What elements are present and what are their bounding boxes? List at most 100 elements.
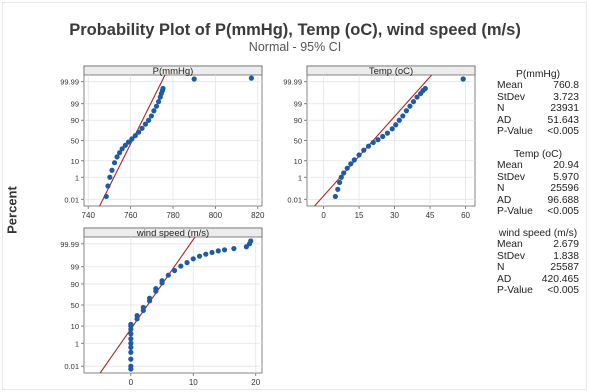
data-point bbox=[400, 113, 406, 119]
data-point bbox=[122, 142, 128, 148]
y-tick-label: 99.99 bbox=[60, 240, 79, 249]
panel-header-strip bbox=[83, 227, 263, 238]
stats-label: StDev bbox=[497, 250, 526, 262]
data-point bbox=[361, 147, 367, 153]
data-point bbox=[196, 253, 203, 259]
data-point bbox=[335, 186, 341, 192]
x-tick-label: 0 bbox=[321, 211, 326, 220]
data-point bbox=[203, 251, 209, 257]
data-point bbox=[105, 183, 111, 189]
data-point bbox=[370, 139, 376, 146]
y-tick-label: 99 bbox=[294, 100, 302, 109]
data-point bbox=[134, 312, 140, 319]
x-tick-label: 30 bbox=[390, 211, 399, 220]
data-point bbox=[128, 363, 134, 369]
data-point bbox=[190, 256, 196, 262]
stats-value: 2.679 bbox=[553, 239, 579, 250]
stats-table: Mean 760.8 StDev 3.723 N 23931 AD 51.643 P-V… bbox=[497, 80, 579, 138]
data-point bbox=[375, 137, 381, 143]
y-tick-label: 90 bbox=[71, 116, 79, 125]
stats-label: StDev bbox=[497, 91, 526, 103]
data-point bbox=[407, 103, 413, 109]
x-tick-label: 60 bbox=[461, 211, 470, 220]
stats-value: 25596 bbox=[550, 183, 579, 195]
stats-label: Mean bbox=[497, 160, 523, 171]
y-tick-label: 1 bbox=[75, 173, 79, 182]
y-tick-label: 99 bbox=[71, 100, 79, 109]
stats-value: 96.688 bbox=[547, 194, 580, 206]
x-tick-label: 760 bbox=[124, 211, 138, 220]
stats-label: Mean bbox=[497, 80, 523, 91]
y-tick-label: 99 bbox=[71, 263, 79, 272]
stats-label: N bbox=[497, 103, 505, 115]
data-point bbox=[128, 344, 134, 350]
data-point bbox=[136, 129, 142, 135]
stats-label: P-Value bbox=[497, 285, 533, 297]
stats-value: 420.465 bbox=[541, 273, 579, 285]
y-tick-label: 99.99 bbox=[283, 78, 302, 87]
y-tick-label: 0.01 bbox=[287, 195, 302, 204]
y-tick-label: 99.99 bbox=[60, 78, 79, 87]
x-tick-label: 10 bbox=[189, 378, 198, 387]
data-point bbox=[393, 122, 399, 128]
data-point bbox=[146, 117, 152, 123]
stats-value: <0.005 bbox=[547, 285, 579, 297]
data-point bbox=[332, 193, 338, 200]
stats-table: Mean 2.679 StDev 1.838 N 25587 AD 420.465 P-… bbox=[497, 239, 579, 297]
data-point bbox=[140, 304, 146, 311]
stats-header: P(mmHg) bbox=[515, 69, 561, 80]
y-tick-label: 90 bbox=[294, 116, 302, 125]
data-point bbox=[119, 146, 125, 152]
data-point bbox=[160, 85, 166, 92]
stats-value: 23931 bbox=[550, 103, 579, 115]
y-tick-label: 0.01 bbox=[64, 195, 79, 204]
panel-title: Temp (oC) bbox=[369, 66, 413, 77]
panel-frame bbox=[306, 65, 476, 207]
data-point bbox=[460, 76, 466, 82]
stats-label: P-Value bbox=[497, 126, 533, 138]
stats-label: N bbox=[497, 183, 505, 195]
data-point bbox=[151, 108, 157, 114]
x-tick-label: 800 bbox=[209, 211, 223, 220]
data-point bbox=[128, 349, 134, 355]
stats-label: AD bbox=[497, 273, 512, 285]
y-tick-label: 10 bbox=[294, 157, 302, 166]
data-point bbox=[117, 150, 123, 156]
stats-value: <0.005 bbox=[547, 126, 579, 138]
x-tick-label: 0 bbox=[129, 378, 134, 387]
stats-value: 25587 bbox=[550, 262, 579, 274]
y-tick-label: 10 bbox=[71, 157, 79, 166]
data-point bbox=[103, 193, 109, 200]
y-tick-label: 1 bbox=[298, 173, 302, 182]
data-point bbox=[128, 336, 134, 342]
y-tick-label: 90 bbox=[71, 280, 79, 289]
panel-title: P(mmHg) bbox=[153, 66, 194, 77]
stats-label: P-Value bbox=[497, 206, 533, 218]
panel-title: wind speed (m/s) bbox=[136, 228, 209, 239]
data-point bbox=[128, 321, 134, 327]
data-point bbox=[338, 174, 344, 180]
y-tick-label: 0.01 bbox=[64, 362, 79, 371]
data-point bbox=[403, 108, 409, 114]
data-point bbox=[341, 170, 347, 176]
data-point bbox=[248, 75, 255, 81]
data-point bbox=[128, 331, 134, 337]
stats-header: wind speed (m/s) bbox=[498, 228, 578, 239]
y-tick-label: 50 bbox=[294, 137, 302, 146]
x-tick-label: 15 bbox=[355, 211, 364, 220]
data-point bbox=[184, 260, 190, 266]
stats-label: AD bbox=[497, 194, 512, 206]
data-point bbox=[146, 295, 153, 301]
data-point bbox=[128, 356, 134, 362]
stats-block-pressure: P(mmHg) Mean 760.8 StDev 3.723 N 23931 AD 51… bbox=[497, 69, 579, 138]
stats-value: 1.838 bbox=[553, 250, 579, 262]
data-point bbox=[414, 94, 420, 100]
data-point bbox=[153, 286, 159, 292]
data-point bbox=[365, 143, 372, 149]
data-point bbox=[159, 278, 165, 284]
data-point bbox=[171, 267, 178, 274]
data-point bbox=[125, 139, 132, 145]
